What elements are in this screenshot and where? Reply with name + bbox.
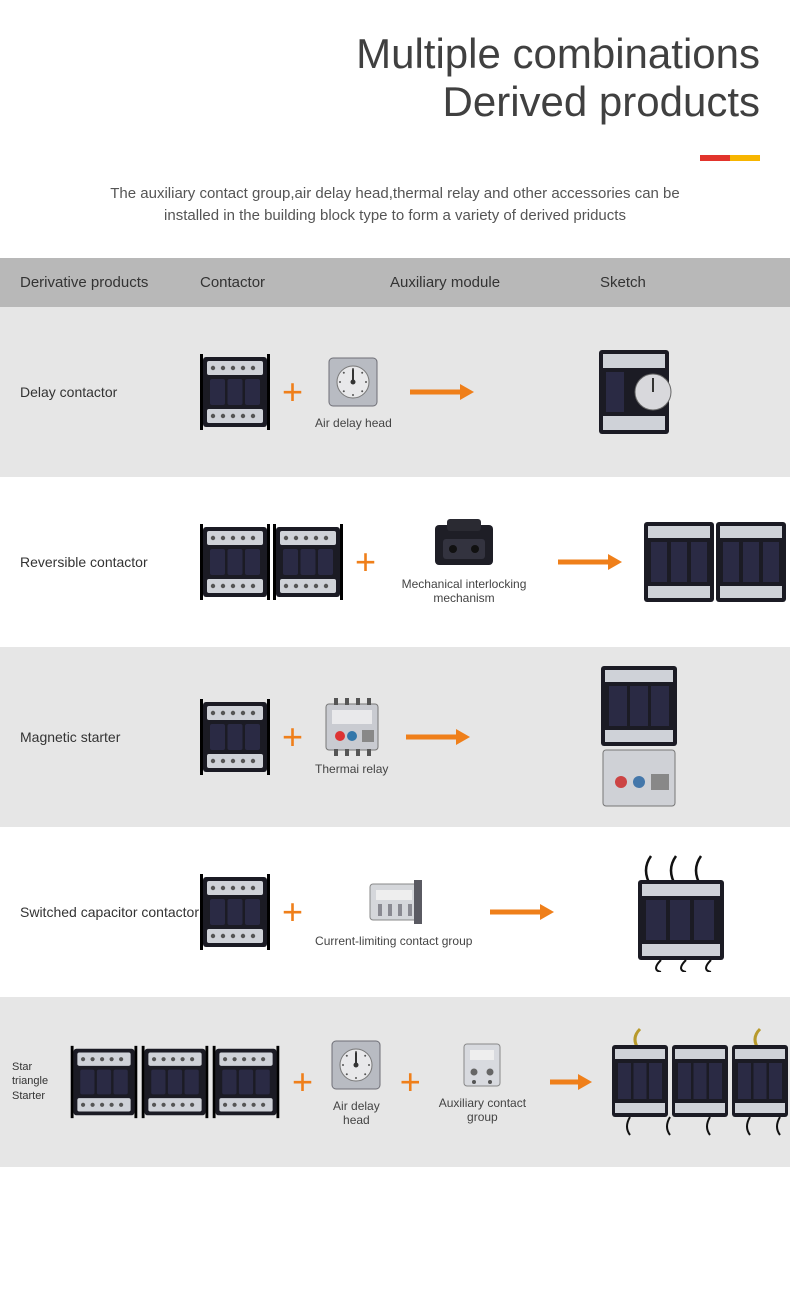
row-label: Star triangleStarter [0,1060,70,1103]
row-label: Delay contactor [0,383,200,401]
intro-text: The auxiliary contact group,air delay he… [0,183,790,258]
sketch-zone [610,1027,790,1137]
module-caption: Air delay head [325,1099,388,1127]
contactor-icon [200,871,270,953]
title-line-1: Multiple combinations [356,30,760,77]
contactor-icon [273,521,343,603]
arrow-icon [410,383,474,401]
sketch-icon [610,1027,790,1137]
sketch-icon [640,514,790,610]
contactor-zone [200,696,270,778]
sketch-icon [589,662,689,812]
col-header-contactor: Contactor [200,274,390,291]
module-zone: Current-limiting contact group [315,876,472,948]
title: Multiple combinations Derived products [30,30,760,127]
accent-yellow [730,155,760,161]
row-content: + Air delay head + Auxiliary contact grou… [70,1027,790,1137]
row-content: + Current-limiting contact group [200,852,790,972]
col-header-auxiliary: Auxiliary module [390,274,600,291]
arrow-icon [550,1073,592,1091]
module-caption: Mechanical interlocking mechanism [388,577,540,605]
contactor-icon [212,1043,280,1121]
row-content: + Air delay head [200,342,790,442]
row-content: + Mechanical interlocking mechanism [200,514,790,610]
sketch-zone [640,514,790,610]
table-header: Derivative products Contactor Auxiliary … [0,258,790,307]
sketch-zone [488,662,790,812]
contactor-icon [200,696,270,778]
module-caption: Thermai relay [315,762,388,776]
rows-container: Delay contactor + Air delay head Reversi… [0,307,790,1167]
accent-bar [0,155,790,161]
intro-line-2: installed in the building block type to … [164,207,626,224]
plus-icon: + [400,1064,421,1100]
row-content: + Thermai relay [200,662,790,812]
module-zone: Mechanical interlocking mechanism [388,519,540,605]
row-label: Reversible contactor [0,553,200,571]
dial-icon [325,354,381,410]
page-header: Multiple combinations Derived products [0,0,790,137]
sketch-icon [591,342,691,442]
module-caption: Auxiliary contact group [433,1096,532,1124]
col-header-sketch: Sketch [600,274,790,291]
plus-icon: + [282,374,303,410]
module-zone: Air delay head [325,1037,388,1127]
contactor-icon [200,351,270,433]
contactor-zone [200,521,343,603]
module-zone: Auxiliary contact group [433,1040,532,1124]
plus-icon: + [292,1064,313,1100]
product-row: Switched capacitor contactor + Current-l… [0,827,790,997]
module-caption: Air delay head [315,416,392,430]
auxblock-icon [460,1040,504,1090]
contactor-icon [70,1043,138,1121]
contactor-icon [200,521,270,603]
sketch-zone [572,852,790,972]
row-label: Magnetic starter [0,728,200,746]
row-label: Switched capacitor contactor [0,903,200,921]
arrow-icon [406,728,470,746]
plus-icon: + [282,894,303,930]
arrow-icon [558,553,622,571]
sketch-zone [492,342,790,442]
intro-line-1: The auxiliary contact group,air delay he… [110,185,679,202]
contactor-zone [200,871,270,953]
module-zone: Thermai relay [315,698,388,776]
product-row: Delay contactor + Air delay head [0,307,790,477]
contactor-zone [200,351,270,433]
product-row: Star triangleStarter + Air del [0,997,790,1167]
contactor-icon [141,1043,209,1121]
col-header-derivative: Derivative products [0,274,200,291]
title-line-2: Derived products [443,78,760,125]
arrow-icon [490,903,554,921]
accent-red [700,155,730,161]
relay-icon [322,698,382,756]
limiter-icon [364,876,424,928]
sketch-icon [626,852,736,972]
dial-icon [328,1037,384,1093]
product-row: Reversible contactor + Mechanical interl… [0,477,790,647]
contactor-zone [70,1043,280,1121]
plus-icon: + [355,544,376,580]
module-zone: Air delay head [315,354,392,430]
plus-icon: + [282,719,303,755]
interlock-icon [429,519,499,571]
product-row: Magnetic starter + Thermai relay [0,647,790,827]
module-caption: Current-limiting contact group [315,934,472,948]
